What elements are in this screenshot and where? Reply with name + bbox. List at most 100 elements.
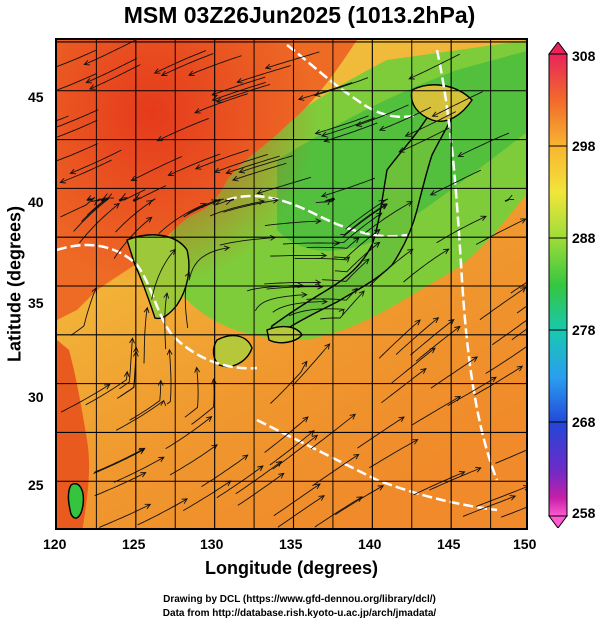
streamline <box>273 483 321 517</box>
streamline-arrowhead <box>376 212 383 219</box>
streamline <box>510 282 526 294</box>
streamline-arrowhead <box>144 503 152 510</box>
streamline-arrowhead <box>166 348 173 356</box>
streamline <box>265 51 320 69</box>
streamline <box>320 290 365 320</box>
streamline <box>485 346 526 374</box>
streamline-arrowhead <box>238 167 245 174</box>
streamline <box>457 132 510 157</box>
credit-line-data: Data from http://database.rish.kyoto-u.a… <box>162 608 437 619</box>
streamline-arrowhead <box>475 467 482 473</box>
streamline <box>314 496 363 528</box>
streamline-arrowhead <box>343 256 351 263</box>
streamline-arrowhead <box>143 306 150 314</box>
streamline <box>369 439 418 469</box>
streamline <box>315 115 369 135</box>
streamline <box>264 281 321 285</box>
x-tick-label: 140 <box>358 536 382 552</box>
streamline-arrowhead <box>194 366 201 373</box>
streamline-arrowhead <box>59 177 66 184</box>
streamline <box>341 203 388 239</box>
streamline <box>195 149 249 170</box>
colorbar-max-arrow <box>548 42 568 55</box>
streamline <box>115 400 164 431</box>
streamline-arrowhead <box>156 135 163 142</box>
streamline-arrowhead <box>378 125 386 132</box>
streamline <box>410 319 455 356</box>
streamline <box>57 115 69 121</box>
streamline-arrowhead <box>407 248 414 255</box>
streamline <box>430 356 478 389</box>
streamline <box>492 320 526 346</box>
isotherm-line <box>256 418 498 512</box>
streamline <box>57 119 98 138</box>
streamline <box>292 343 330 387</box>
streamline-arrowhead <box>404 131 412 137</box>
streamline-arrowhead <box>184 271 191 279</box>
streamline <box>60 384 110 413</box>
colorbar-label: 278 <box>572 322 596 338</box>
streamline-arrowhead <box>414 319 421 326</box>
streamline-arrowhead <box>315 218 322 225</box>
streamline-arrowhead <box>69 168 77 175</box>
streamline-arrowhead <box>507 194 515 201</box>
streamline <box>151 249 176 300</box>
streamline <box>143 307 148 364</box>
streamline <box>169 444 218 476</box>
colorbar-label: 268 <box>572 414 596 430</box>
streamline-arrowhead <box>223 245 231 252</box>
streamline <box>158 203 206 234</box>
streamline-arrowhead <box>318 495 325 501</box>
streamline-arrowhead <box>181 498 188 504</box>
streamline <box>356 104 409 127</box>
streamline <box>212 76 266 96</box>
streamline-arrowhead <box>85 78 92 84</box>
streamline <box>269 430 315 466</box>
streamline-arrowhead <box>432 317 440 323</box>
streamline <box>182 480 231 511</box>
streamline-arrowhead <box>140 472 147 478</box>
streamline <box>270 254 327 257</box>
streamline-arrowhead <box>158 456 165 463</box>
streamline-arrowhead <box>527 342 528 347</box>
streamline <box>432 91 483 117</box>
streamline <box>272 301 327 313</box>
streamline <box>161 53 214 76</box>
streamline <box>166 349 172 405</box>
streamline-arrowhead <box>490 376 497 383</box>
streamline-arrowhead <box>355 121 363 127</box>
streamline <box>340 203 387 236</box>
streamline-arrowhead <box>323 137 330 143</box>
streamline <box>99 503 151 528</box>
streamline <box>436 215 487 244</box>
streamline-arrowhead <box>520 218 526 224</box>
streamline-arrowhead <box>420 367 427 374</box>
streamline <box>70 287 97 336</box>
isotherm-line <box>286 44 418 119</box>
streamline <box>264 416 309 453</box>
streamline <box>188 247 230 281</box>
streamline-arrowhead <box>374 241 381 248</box>
lat-lon-grid <box>57 40 526 528</box>
streamline <box>214 198 235 206</box>
streamline-arrowhead <box>88 84 96 90</box>
streamline-arrowhead <box>130 175 137 182</box>
streamline <box>504 198 509 202</box>
streamline-arrowhead <box>257 465 264 472</box>
streamline <box>462 495 516 517</box>
streamline-arrowhead <box>353 453 360 460</box>
isotherm-line <box>226 194 408 238</box>
streamline <box>57 143 98 162</box>
streamline-arrowhead <box>86 195 93 201</box>
streamline <box>314 77 369 96</box>
streamline <box>257 176 312 194</box>
streamline <box>429 467 481 491</box>
streamline <box>129 380 162 421</box>
streamline <box>81 197 109 222</box>
streamline-arrowhead <box>215 97 223 103</box>
streamline-arrowhead <box>256 189 263 195</box>
streamline <box>264 220 321 227</box>
streamline-arrowhead <box>398 147 405 153</box>
streamline <box>335 485 384 516</box>
streamline <box>277 495 325 528</box>
